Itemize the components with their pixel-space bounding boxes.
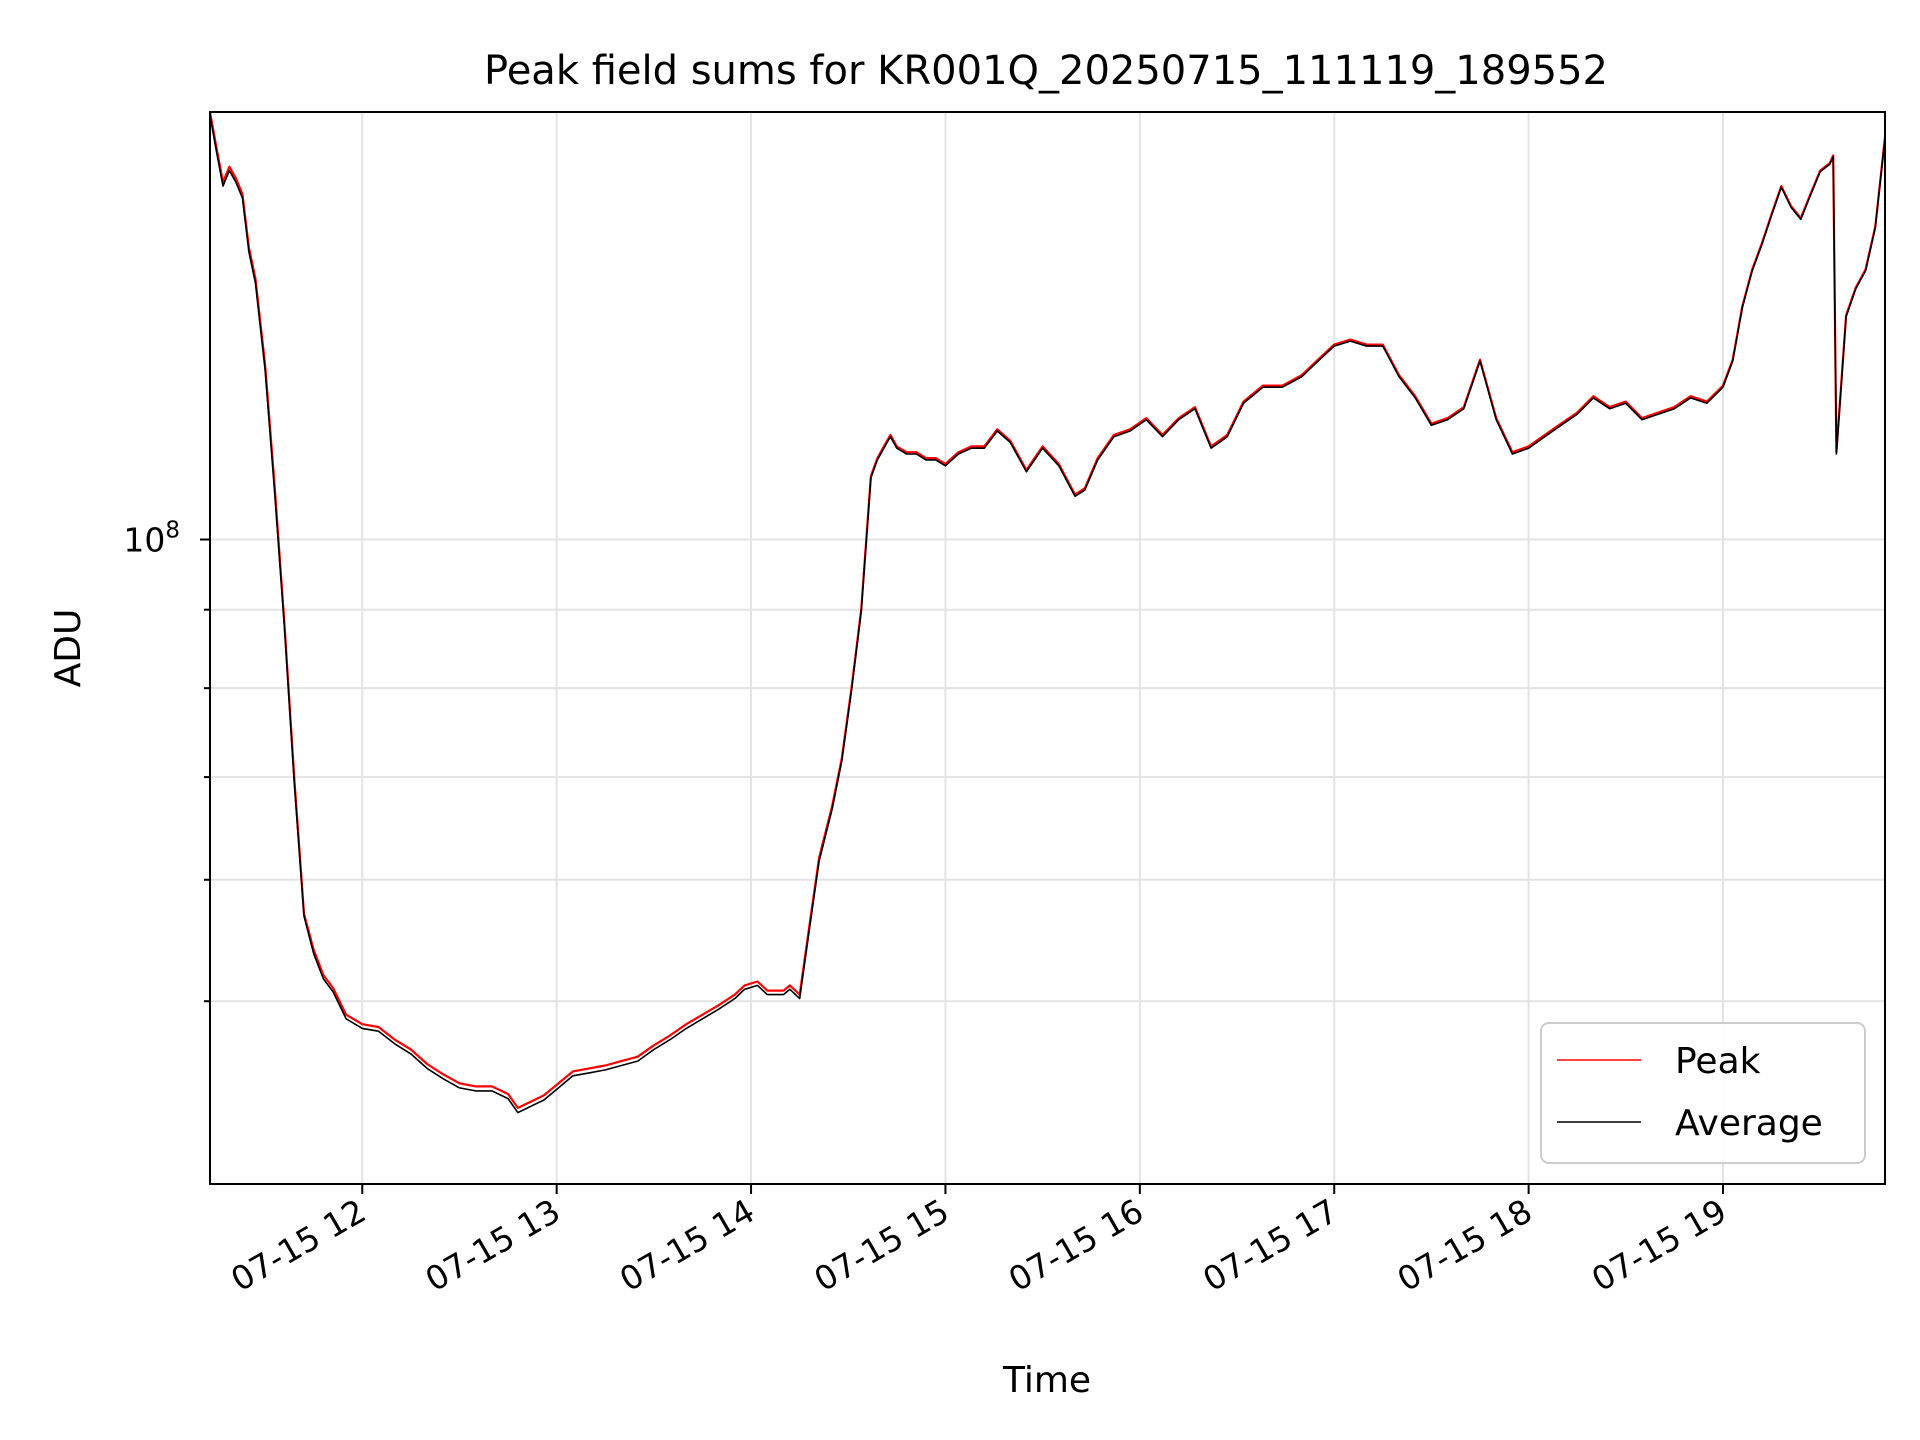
x-tick-label: 07-15 12 <box>224 1191 372 1299</box>
legend-box <box>1540 1022 1866 1164</box>
x-tick-label: 07-15 14 <box>613 1191 761 1299</box>
x-tick-label: 07-15 19 <box>1585 1191 1733 1299</box>
x-tick-label: 07-15 18 <box>1391 1191 1539 1299</box>
legend-peak-label: Peak <box>1675 1041 1761 1082</box>
x-tick-label: 07-15 17 <box>1196 1191 1344 1299</box>
chart-title: Peak field sums for KR001Q_20250715_1111… <box>484 48 1608 94</box>
axis-ticks: 07-15 12 07-15 13 07-15 14 07-15 15 07-15 16… <box>123 518 1733 1300</box>
series-line-peak <box>208 111 1887 1109</box>
plot-frame <box>209 111 1886 1185</box>
series-line-average <box>209 115 1886 1114</box>
grid-lines <box>210 112 1885 1184</box>
legend-average-label: Average <box>1675 1103 1823 1144</box>
y-tick-label-exponent: 8 <box>165 518 180 544</box>
x-tick-label: 07-15 13 <box>419 1191 567 1299</box>
y-tick-label-base: 10 <box>123 521 165 560</box>
series-lines <box>208 111 1887 1114</box>
x-axis-label: Time <box>1002 1360 1091 1401</box>
y-tick-label: 108 <box>123 518 180 560</box>
legend: Peak Average <box>1540 1022 1866 1164</box>
y-axis-label: ADU <box>48 609 89 688</box>
x-tick-label: 07-15 15 <box>807 1191 955 1299</box>
x-tick-label: 07-15 16 <box>1002 1191 1150 1299</box>
